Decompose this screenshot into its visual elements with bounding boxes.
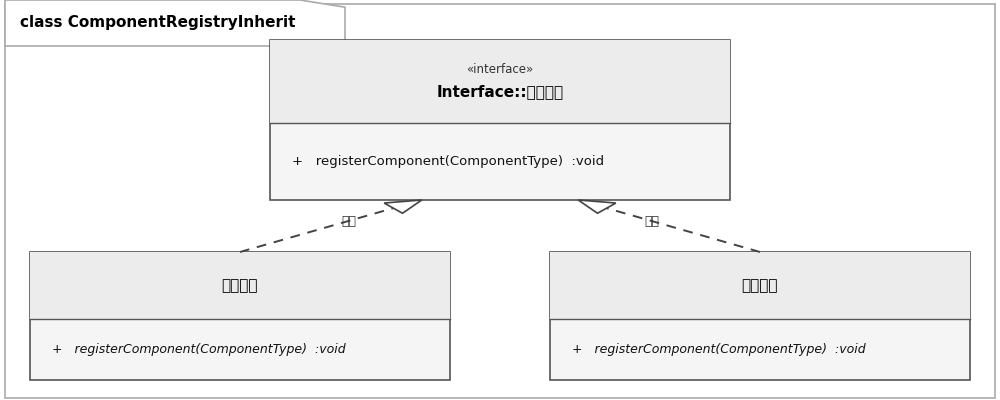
Polygon shape xyxy=(384,200,422,213)
Bar xyxy=(270,40,730,200)
Text: «interface»: «interface» xyxy=(466,63,534,76)
Text: 应用注册: 应用注册 xyxy=(222,278,258,293)
Bar xyxy=(270,40,730,123)
Polygon shape xyxy=(5,0,345,46)
Text: +   registerComponent(ComponentType)  :void: + registerComponent(ComponentType) :void xyxy=(292,155,604,168)
Text: class ComponentRegistryInherit: class ComponentRegistryInherit xyxy=(20,16,296,30)
Text: 设备注册: 设备注册 xyxy=(742,278,778,293)
Bar xyxy=(30,252,450,318)
Text: 实现: 实现 xyxy=(644,215,659,228)
Text: 实现: 实现 xyxy=(341,215,356,228)
Polygon shape xyxy=(578,200,616,213)
Text: Interface::组件注册: Interface::组件注册 xyxy=(436,84,564,99)
Bar xyxy=(30,252,450,380)
Text: +   registerComponent(ComponentType)  :void: + registerComponent(ComponentType) :void xyxy=(52,343,346,356)
Bar xyxy=(550,252,970,318)
Bar xyxy=(550,252,970,380)
Text: +   registerComponent(ComponentType)  :void: + registerComponent(ComponentType) :void xyxy=(572,343,866,356)
